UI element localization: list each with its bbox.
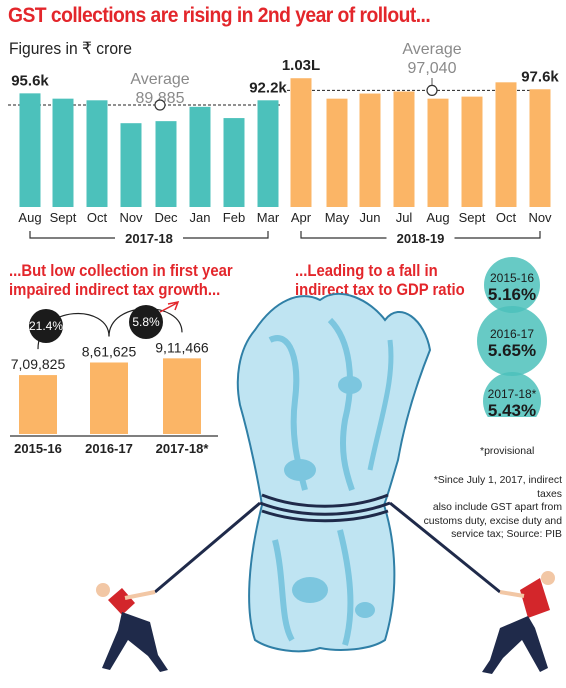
footnote-line: service tax; Source: PIB xyxy=(451,529,562,540)
data-label: 7,09,825 xyxy=(11,356,66,372)
average-value: 97,040 xyxy=(408,60,457,77)
bar xyxy=(495,82,517,207)
rope-illustration xyxy=(154,493,501,594)
tax-gdp-ratio-bubbles: 2015-165.16% 2016-175.65% 2017-18*5.43% xyxy=(477,257,547,417)
indirect-tax-bar-chart: 7,09,825 2015-16 8,61,625 2016-17 9,11,466 20… xyxy=(10,300,218,456)
footnote-line: customs duty, excise duty and xyxy=(423,515,562,527)
bar xyxy=(393,91,415,207)
x-tick-label: 2016-17 xyxy=(85,441,133,456)
x-tick-label: Jan xyxy=(190,210,211,225)
growth-title-line2: impaired indirect tax growth... xyxy=(9,281,221,299)
banknote-bundle-illustration xyxy=(236,292,432,653)
ratio-bubble xyxy=(484,257,540,313)
footnote-line: also include GST apart from xyxy=(432,502,562,513)
bar xyxy=(326,98,348,207)
bar xyxy=(19,375,57,434)
ratio-year: 2017-18* xyxy=(488,387,537,401)
x-tick-label: Sept xyxy=(459,210,486,225)
ratio-year: 2016-17 xyxy=(490,327,534,341)
x-tick-label: Apr xyxy=(291,210,312,225)
x-tick-label: Jun xyxy=(360,210,381,225)
footnote-line: *Since July 1, 2017, indirect taxes xyxy=(433,475,562,500)
x-tick-label: Aug xyxy=(426,210,449,225)
data-label: 92.2k xyxy=(249,79,287,96)
bar xyxy=(163,358,201,434)
infographic-title: GST collections are rising in 2nd year o… xyxy=(8,4,431,27)
group-bracket xyxy=(29,231,269,239)
arrow-head xyxy=(167,300,180,311)
ratio-value: 5.43% xyxy=(488,401,536,417)
units-label: Figures in ₹ crore xyxy=(9,39,132,58)
x-tick-label: Oct xyxy=(87,210,108,225)
x-tick-label: Sept xyxy=(50,210,77,225)
growth-badge xyxy=(129,305,163,339)
growth-value: 5.8% xyxy=(132,315,160,329)
data-label: 97.6k xyxy=(521,68,559,85)
data-label: 9,11,466 xyxy=(155,339,209,355)
decline-arrow xyxy=(159,302,178,313)
x-tick-label: May xyxy=(325,210,350,225)
group-label: 2018-19 xyxy=(397,231,445,246)
x-tick-label: Mar xyxy=(257,210,280,225)
ratio-value: 5.16% xyxy=(488,285,536,304)
bar xyxy=(189,106,211,207)
bar xyxy=(461,96,483,207)
provisional-note: *provisional xyxy=(480,445,535,457)
average-marker xyxy=(426,84,438,97)
x-tick-label: 2015-16 xyxy=(14,441,62,456)
bar xyxy=(52,98,74,207)
growth-title-line1: ...But low collection in first year xyxy=(9,262,233,280)
x-tick-label: Dec xyxy=(154,210,178,225)
bar xyxy=(290,78,312,208)
bar xyxy=(19,93,41,207)
x-tick-label: Oct xyxy=(496,210,517,225)
bar xyxy=(155,121,177,207)
growth-badge xyxy=(29,309,63,343)
data-label: 95.6k xyxy=(11,72,49,89)
x-tick-label: Jul xyxy=(396,210,413,225)
left-figure-illustration xyxy=(96,583,168,672)
data-label: 1.03L xyxy=(282,57,320,74)
bar xyxy=(86,100,108,207)
average-label: Average xyxy=(130,71,189,88)
average-value: 89,885 xyxy=(136,90,185,107)
x-tick-label: Feb xyxy=(223,210,245,225)
average-label: Average xyxy=(402,41,461,58)
x-tick-label: Nov xyxy=(119,210,143,225)
growth-section-title: ...But low collection in first year impa… xyxy=(9,262,233,300)
ratio-year: 2015-16 xyxy=(490,271,534,285)
footnote: *Since July 1, 2017, indirect taxes also… xyxy=(416,474,562,542)
bar xyxy=(223,118,245,207)
group-bracket xyxy=(300,231,541,239)
growth-value: 21.4% xyxy=(29,319,63,333)
ratio-bubble xyxy=(483,372,541,417)
data-label: 8,61,625 xyxy=(82,343,137,359)
ratio-value: 5.65% xyxy=(488,341,536,360)
right-figure-illustration xyxy=(482,571,555,674)
x-tick-label: Aug xyxy=(18,210,41,225)
bar xyxy=(257,100,279,207)
bar xyxy=(529,89,551,207)
bar xyxy=(359,93,381,207)
bar xyxy=(427,98,449,207)
gst-monthly-bar-chart: Aug 95.6k Sept Oct Nov Dec Jan Feb Mar 92.2k Apr 1.… xyxy=(8,41,559,246)
group-label: 2017-18 xyxy=(125,231,173,246)
bar xyxy=(120,123,142,207)
ratio-bubble xyxy=(477,306,547,376)
average-marker xyxy=(154,99,166,111)
x-tick-label: Nov xyxy=(528,210,552,225)
x-tick-label: 2017-18* xyxy=(156,441,210,456)
bar xyxy=(90,362,128,434)
ratio-title-line1: ...Leading to a fall in xyxy=(295,262,438,280)
